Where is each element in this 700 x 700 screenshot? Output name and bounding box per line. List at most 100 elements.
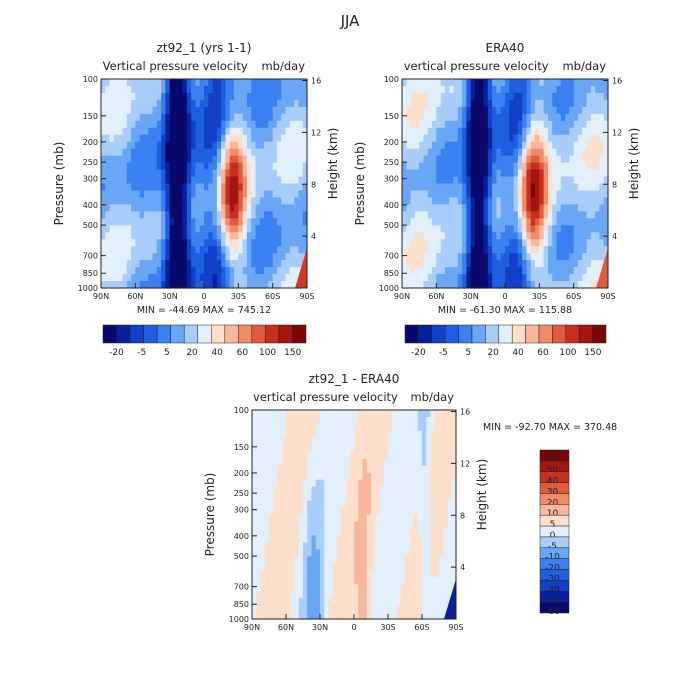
heatmap-cell — [539, 246, 545, 254]
heatmap-cell — [392, 591, 398, 599]
heatmap-cell — [409, 612, 415, 620]
heatmap-cell — [426, 465, 432, 474]
heatmap-cell — [358, 535, 364, 543]
heatmap-cell — [405, 577, 410, 585]
heatmap-cell — [522, 197, 528, 205]
heatmap-cell — [303, 535, 308, 543]
heatmap-cell — [526, 99, 532, 108]
heatmap-cell — [178, 169, 184, 178]
heatmap-cell — [113, 176, 119, 185]
heatmap-cell — [522, 155, 528, 164]
heatmap-cell — [259, 79, 265, 87]
heatmap-cell — [396, 423, 402, 432]
heatmap-cell — [289, 169, 295, 178]
heatmap-cell — [135, 211, 141, 219]
heatmap-cell — [234, 155, 239, 164]
heatmap-cell — [402, 99, 407, 108]
heatmap-cell — [277, 479, 283, 488]
heatmap-cell — [315, 535, 321, 543]
heatmap-cell — [216, 218, 222, 226]
heatmap-cell — [509, 176, 515, 185]
heatmap-cell — [419, 232, 425, 240]
heatmap-cell — [383, 507, 389, 516]
heatmap-cell — [569, 92, 575, 101]
heatmap-cell — [349, 556, 355, 564]
heatmap-cell — [573, 246, 579, 254]
heatmap-cell — [388, 458, 393, 467]
heatmap-cell — [273, 451, 279, 460]
heatmap-cell — [337, 423, 342, 432]
heatmap-cell — [603, 99, 609, 108]
colorbar-label: -5 — [137, 348, 146, 358]
heatmap-cell — [396, 542, 402, 550]
heatmap-cell — [169, 141, 175, 150]
heatmap-cell — [453, 106, 459, 115]
heatmap-cell — [173, 113, 179, 122]
heatmap-cell — [496, 99, 502, 108]
heatmap-cell — [556, 113, 562, 122]
heatmap-cell — [405, 598, 410, 606]
heatmap-cell — [332, 514, 338, 523]
heatmap-cell — [252, 598, 257, 606]
heatmap-cell — [388, 612, 393, 620]
heatmap-cell — [276, 211, 282, 219]
heatmap-cell — [152, 92, 158, 101]
heatmap-cell — [264, 451, 270, 460]
heatmap-cell — [457, 218, 463, 226]
heatmap-cell — [422, 507, 427, 516]
heatmap-cell — [590, 162, 596, 171]
heatmap-cell — [277, 465, 283, 474]
heatmap-cell — [405, 535, 410, 543]
heatmap-cell — [290, 507, 296, 516]
heatmap-cell — [135, 141, 141, 150]
heatmap-cell — [406, 183, 412, 192]
heatmap-cell — [148, 281, 154, 289]
heatmap-cell — [113, 79, 119, 87]
heatmap-cell — [565, 246, 570, 254]
heatmap-cell — [439, 591, 444, 599]
heatmap-cell — [586, 120, 592, 129]
heatmap-cell — [208, 253, 214, 261]
heatmap-cell — [436, 281, 442, 289]
heatmap-cell — [362, 528, 368, 536]
heatmap-cell — [492, 267, 498, 275]
heatmap-cell — [434, 444, 440, 453]
heatmap-cell — [413, 423, 419, 432]
heatmap-cell — [259, 162, 265, 171]
heatmap-cell — [603, 141, 609, 150]
heatmap-cell — [565, 183, 570, 192]
heatmap-cell — [182, 218, 188, 226]
heatmap-cell — [565, 134, 570, 143]
heatmap-cell — [285, 85, 291, 94]
heatmap-cell — [582, 176, 588, 185]
heatmap-cell — [577, 197, 583, 205]
heatmap-cell — [285, 134, 291, 143]
heatmap-cell — [251, 260, 257, 268]
heatmap-cell — [354, 605, 359, 613]
heatmap-cell — [285, 113, 291, 122]
heatmap-cell — [447, 458, 453, 467]
heatmap-cell — [294, 141, 300, 150]
heatmap-cell — [466, 225, 472, 233]
heatmap-cell — [349, 458, 355, 467]
heatmap-cell — [332, 410, 338, 418]
heatmap-cell — [135, 183, 141, 192]
heatmap-cell — [599, 113, 605, 122]
heatmap-cell — [191, 120, 197, 129]
heatmap-cell — [466, 99, 472, 108]
heatmap-cell — [303, 493, 308, 502]
heatmap-cell — [143, 155, 149, 164]
heatmap-cell — [530, 211, 536, 219]
heatmap-cell — [443, 500, 449, 509]
heatmap-cell — [496, 267, 502, 275]
heatmap-cell — [234, 113, 239, 122]
heatmap-cell — [182, 162, 188, 171]
heatmap-cell — [383, 605, 389, 613]
heatmap-cell — [426, 612, 432, 620]
heatmap-cell — [285, 260, 291, 268]
heatmap-cell — [462, 267, 467, 275]
heatmap-cell — [277, 507, 283, 516]
heatmap-cell — [252, 500, 257, 509]
heatmap-cell — [379, 570, 385, 578]
heatmap-cell — [289, 260, 295, 268]
